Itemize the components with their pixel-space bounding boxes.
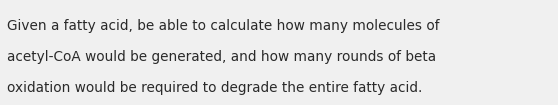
- Text: Given a fatty acid, be able to calculate how many molecules of: Given a fatty acid, be able to calculate…: [7, 19, 439, 33]
- Text: oxidation would be required to degrade the entire fatty acid.: oxidation would be required to degrade t…: [7, 81, 422, 95]
- Text: acetyl-CoA would be generated, and how many rounds of beta: acetyl-CoA would be generated, and how m…: [7, 50, 436, 64]
